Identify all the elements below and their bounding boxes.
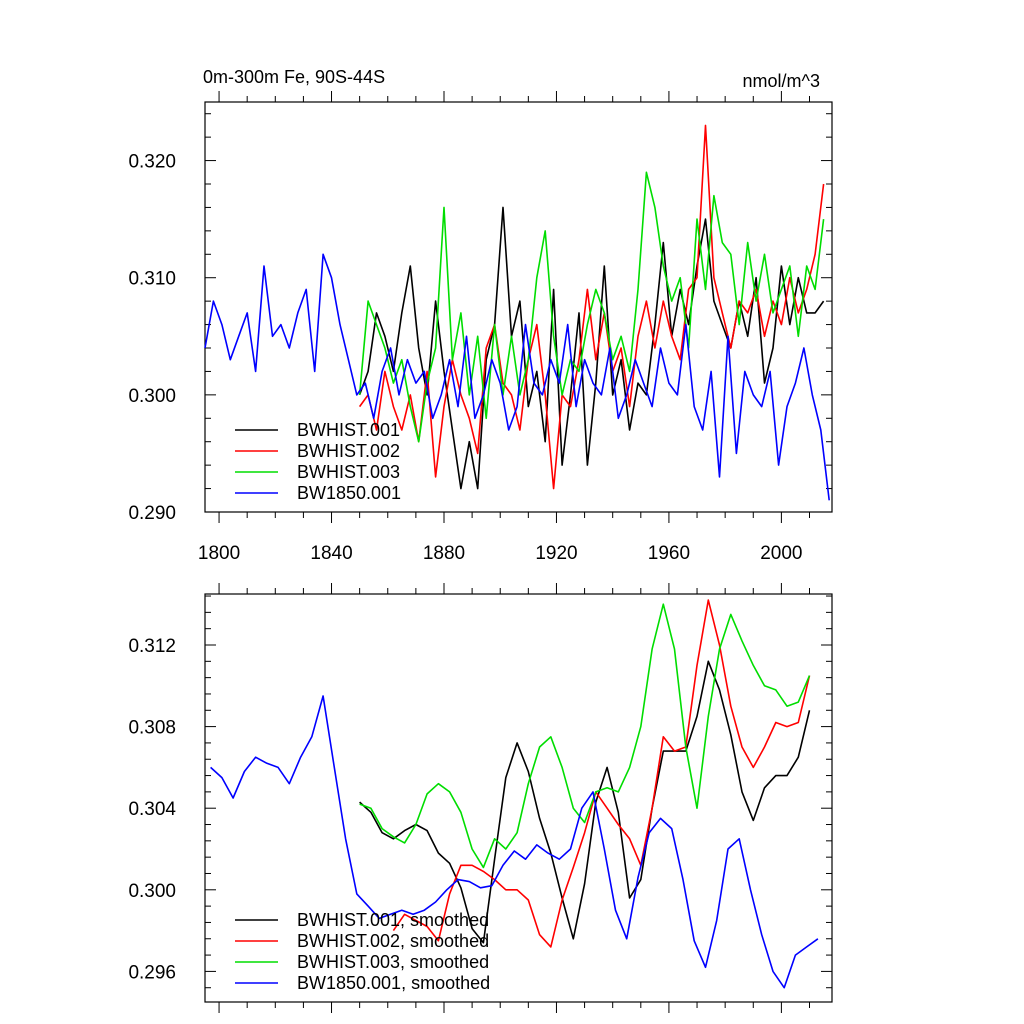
legend-label: BWHIST.003 bbox=[297, 462, 400, 482]
plot-frame bbox=[204, 101, 833, 513]
y-tick-label: 0.290 bbox=[128, 503, 176, 524]
legend-label: BWHIST.003, smoothed bbox=[297, 952, 489, 972]
top-panel-title: 0m-300m Fe, 90S-44S bbox=[203, 67, 385, 87]
x-tick-label: 1920 bbox=[535, 543, 577, 564]
x-tick-label: 1960 bbox=[648, 543, 690, 564]
x-tick-label: 1840 bbox=[310, 543, 352, 564]
legend-label: BWHIST.001 bbox=[297, 420, 400, 440]
y-tick-label: 0.310 bbox=[128, 269, 176, 290]
x-tick-label: 2000 bbox=[760, 543, 802, 564]
series-line-bw1850-001 bbox=[210, 695, 819, 989]
legend-label: BW1850.001 bbox=[297, 483, 401, 503]
y-tick-label: 0.300 bbox=[128, 881, 176, 902]
series-line-bwhist-003 bbox=[358, 171, 825, 443]
series-line-bwhist-003 bbox=[359, 603, 811, 869]
series-line-bw1850-001 bbox=[204, 253, 830, 501]
x-tick-label: 1800 bbox=[198, 543, 240, 564]
plot-frame bbox=[204, 593, 833, 1003]
legend-label: BWHIST.001, smoothed bbox=[297, 910, 489, 930]
y-tick-label: 0.308 bbox=[128, 718, 176, 739]
y-tick-label: 0.320 bbox=[128, 152, 176, 173]
legend-label: BWHIST.002 bbox=[297, 441, 400, 461]
series-line-bwhist-002 bbox=[358, 124, 825, 490]
y-tick-label: 0.300 bbox=[128, 386, 176, 407]
y-tick-label: 0.296 bbox=[128, 962, 176, 983]
series-line-bwhist-001 bbox=[359, 660, 811, 944]
bottom-panel: 0.296 0.300 0.304 0.308 0.312 BWHIST.001, smo… bbox=[128, 583, 833, 1013]
top-panel-units: nmol/m^3 bbox=[743, 71, 820, 91]
y-tick-label: 0.304 bbox=[128, 799, 176, 820]
series-line-bwhist-002 bbox=[392, 599, 811, 948]
top-panel: 0m-300m Fe, 90S-44S nmol/m^3 1800 1840 188… bbox=[128, 67, 833, 564]
legend-label: BWHIST.002, smoothed bbox=[297, 931, 489, 951]
x-tick-label: 1880 bbox=[423, 543, 465, 564]
series-line-bwhist-001 bbox=[358, 206, 825, 490]
y-tick-label: 0.312 bbox=[128, 636, 176, 657]
legend-label: BW1850.001, smoothed bbox=[297, 973, 490, 993]
